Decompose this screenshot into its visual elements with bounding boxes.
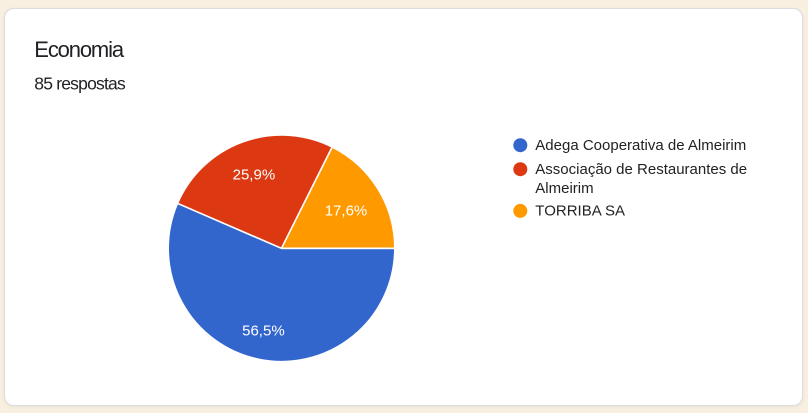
svg-text:56,5%: 56,5% xyxy=(242,322,285,339)
svg-text:Economia: Economia xyxy=(34,37,125,62)
svg-text:Almeirim: Almeirim xyxy=(535,180,593,197)
svg-text:25,9%: 25,9% xyxy=(233,167,276,184)
svg-text:17,6%: 17,6% xyxy=(325,202,368,219)
svg-text:Associação de Restaurantes de: Associação de Restaurantes de xyxy=(535,161,747,178)
svg-text:TORRIBA SA: TORRIBA SA xyxy=(535,203,625,220)
svg-text:Adega Cooperativa de Almeirim: Adega Cooperativa de Almeirim xyxy=(535,137,746,154)
svg-text:85 respostas: 85 respostas xyxy=(34,74,126,94)
